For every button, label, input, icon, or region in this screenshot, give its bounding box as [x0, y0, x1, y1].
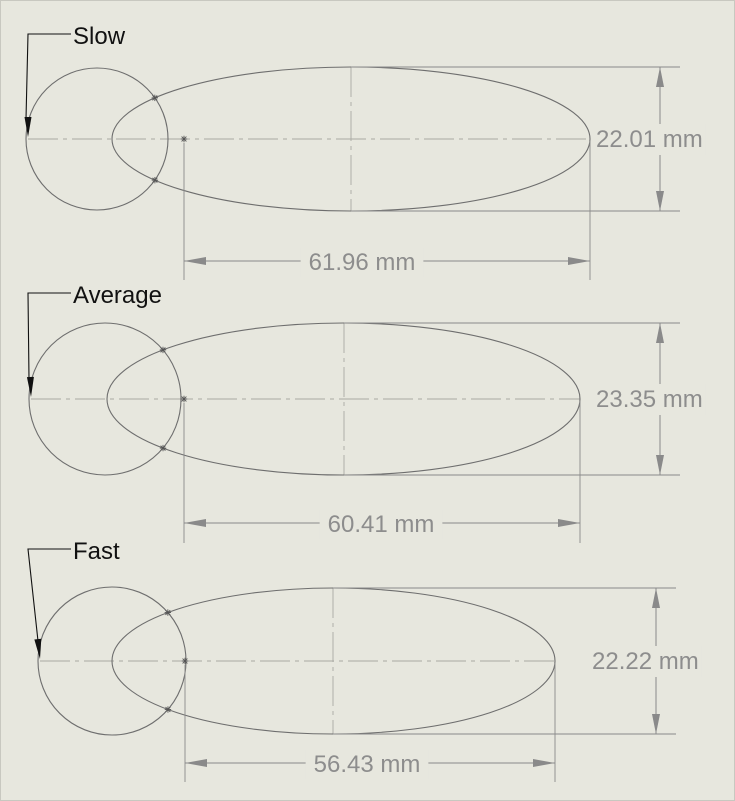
- leader-line: [27, 548, 71, 642]
- width-arrow-top: [652, 588, 660, 608]
- sketch-2: 23.35 mm 60.41 mm Average: [26, 282, 706, 543]
- length-text-mask: [305, 750, 429, 779]
- leader-arrowhead: [24, 117, 32, 137]
- intersection-point-1: [151, 176, 159, 184]
- intersection-point-1: [159, 444, 167, 452]
- length-arrow-right: [558, 519, 580, 527]
- sketch-3: 22.22 mm 56.43 mm Fast: [27, 538, 702, 782]
- width-dimension-text: 23.35 mm: [596, 386, 703, 413]
- intersection-point-1: [164, 706, 172, 713]
- length-arrow-left: [185, 759, 207, 767]
- sketch-label: Average: [73, 282, 162, 309]
- length-arrow-right: [568, 257, 590, 265]
- circle-centerline-point: [180, 135, 188, 143]
- width-arrow-top: [656, 67, 664, 87]
- length-arrow-left: [184, 257, 206, 265]
- width-text-mask: [593, 124, 706, 155]
- circle-centerline-point: [180, 395, 188, 403]
- leader-line: [27, 292, 71, 380]
- length-dimension-text: 60.41 mm: [328, 511, 435, 538]
- leader-arrowhead: [26, 376, 34, 397]
- sketch-label: Fast: [73, 538, 120, 565]
- length-dimension-text: 61.96 mm: [309, 249, 416, 276]
- length-dimension-text: 56.43 mm: [314, 751, 421, 778]
- intersection-point-2: [164, 609, 172, 616]
- width-dimension-text: 22.01 mm: [596, 126, 703, 153]
- length-text-mask: [319, 510, 443, 539]
- ellipse-outline: [106, 322, 581, 476]
- sketch-label: Slow: [73, 23, 126, 50]
- leader-arrowhead: [34, 638, 42, 659]
- width-text-mask: [593, 384, 706, 415]
- intersection-point-2: [159, 346, 167, 354]
- sketch-1: 22.01 mm 61.96 mm Slow: [24, 23, 706, 280]
- width-arrow-top: [656, 323, 664, 343]
- length-arrow-left: [184, 519, 206, 527]
- circle-centerline-point: [181, 657, 189, 665]
- leader-line: [25, 33, 71, 120]
- circle-outline: [25, 67, 169, 211]
- width-arrow-bottom: [652, 714, 660, 734]
- length-text-mask: [300, 248, 424, 277]
- width-arrow-bottom: [656, 191, 664, 211]
- length-arrow-right: [533, 759, 555, 767]
- width-dimension-text: 22.22 mm: [592, 648, 699, 675]
- intersection-point-2: [151, 94, 159, 102]
- width-arrow-bottom: [656, 455, 664, 475]
- width-text-mask: [589, 646, 702, 677]
